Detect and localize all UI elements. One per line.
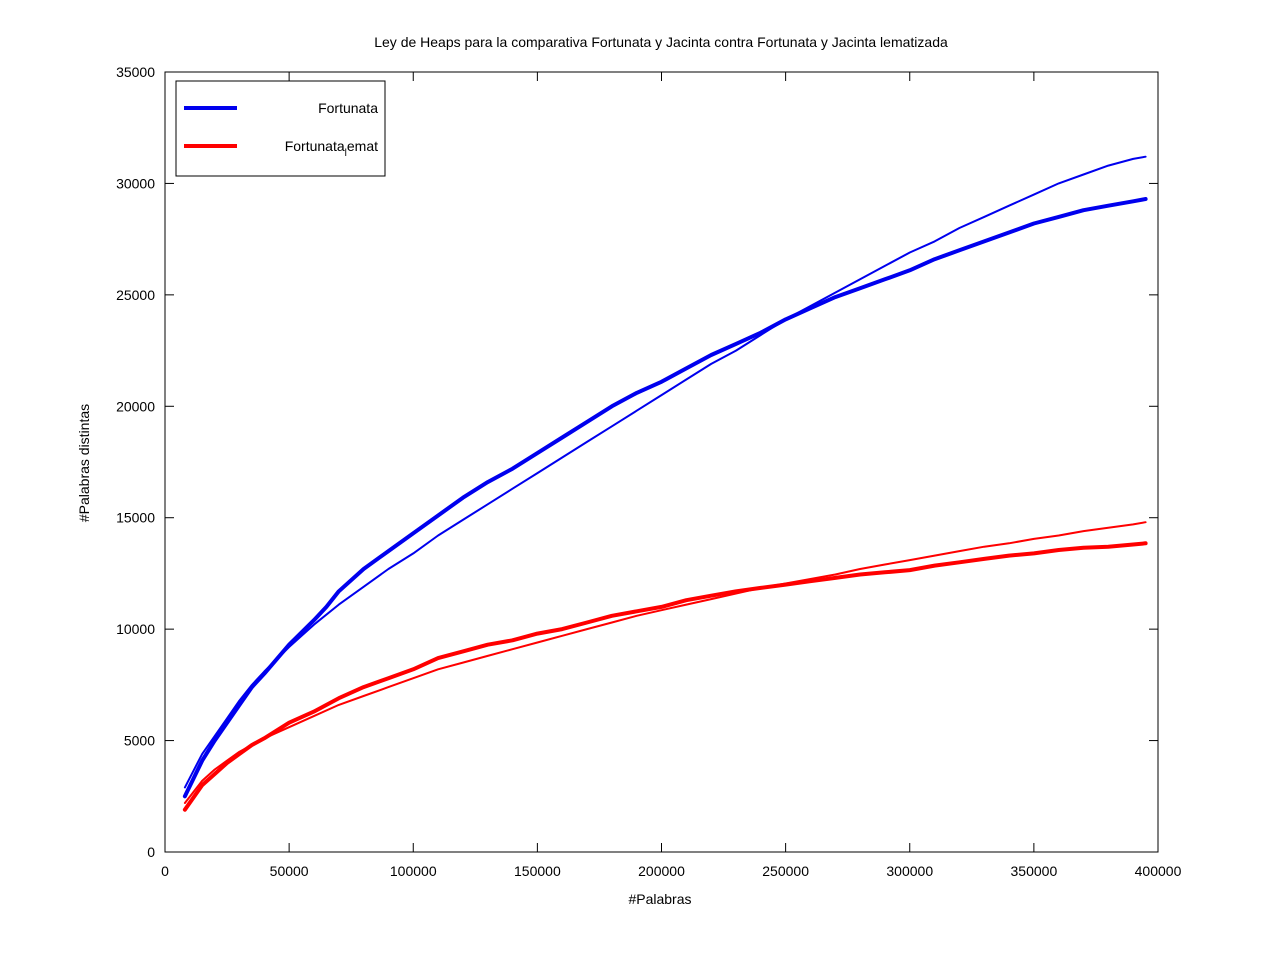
series-line-1 — [183, 155, 1147, 789]
legend-label-fortunata: Fortunata — [318, 100, 378, 116]
y-tick-label: 20000 — [116, 398, 155, 414]
axis-ticks: 0 50000 100000 150000 200000 250000 300000 3500… — [116, 64, 1182, 879]
y-tick-label: 30000 — [116, 175, 155, 191]
y-tick-label: 5000 — [124, 733, 155, 749]
series-line-2 — [182, 541, 1148, 812]
x-tick-label: 300000 — [886, 863, 933, 879]
y-axis-label: #Palabras distintas — [76, 404, 92, 522]
legend-label-tail: emat — [347, 138, 378, 154]
x-tick-label: 50000 — [270, 863, 309, 879]
x-tick-label: 200000 — [638, 863, 685, 879]
legend: Fortunata Fortunatalemat — [175, 80, 386, 177]
x-tick-label: 350000 — [1011, 863, 1058, 879]
series-line-0 — [182, 197, 1148, 799]
legend-label-fortunata-lemat: Fortunatalemat — [285, 138, 378, 159]
y-tick-label: 10000 — [116, 621, 155, 637]
y-tick-label: 15000 — [116, 510, 155, 526]
chart-title: Ley de Heaps para la comparativa Fortuna… — [374, 34, 948, 50]
x-tick-label: 100000 — [390, 863, 437, 879]
legend-label-subscript: l — [345, 148, 347, 159]
y-tick-label: 0 — [147, 844, 155, 860]
x-tick-label: 0 — [161, 863, 169, 879]
x-tick-label: 250000 — [762, 863, 809, 879]
legend-box — [175, 80, 386, 177]
y-tick-label: 25000 — [116, 287, 155, 303]
x-axis-label: #Palabras — [628, 891, 691, 907]
plot-frame — [164, 71, 1159, 853]
legend-label-main: Fortunata — [285, 138, 345, 154]
y-tick-label: 35000 — [116, 64, 155, 80]
x-tick-label: 400000 — [1135, 863, 1182, 879]
series-line-3 — [183, 521, 1147, 804]
x-tick-label: 150000 — [514, 863, 561, 879]
series-lines — [182, 155, 1148, 812]
